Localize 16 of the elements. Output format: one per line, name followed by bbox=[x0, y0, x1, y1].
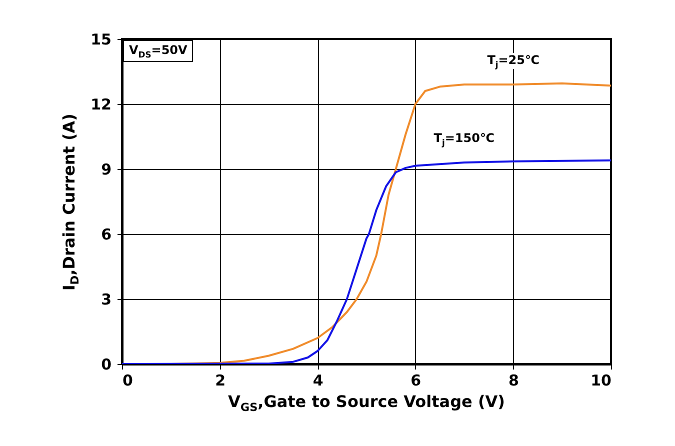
curve-label: T$_{j}$=150℃ bbox=[432, 130, 496, 147]
x-tick-label: 10 bbox=[590, 372, 612, 390]
y-tick-label: 12 bbox=[90, 96, 112, 114]
y-tick-label: 3 bbox=[101, 290, 112, 308]
y-tick-label: 0 bbox=[101, 356, 112, 374]
curve-label: T$_{j}$=25℃ bbox=[485, 52, 542, 69]
x-tick-label: 0 bbox=[122, 372, 133, 390]
x-axis-title: V$_{GS}$,Gate to Source Voltage (V) bbox=[228, 392, 505, 414]
x-tick-label: 4 bbox=[312, 372, 324, 390]
y-tick-label: 6 bbox=[101, 226, 112, 244]
x-tick-label: 6 bbox=[410, 372, 422, 390]
condition-label: V$_{DS}$=50V bbox=[123, 40, 194, 62]
x-tick-label: 2 bbox=[215, 372, 226, 390]
y-tick-label: 9 bbox=[101, 160, 112, 178]
x-tick-label: 8 bbox=[508, 372, 519, 390]
y-tick-label: 15 bbox=[90, 30, 112, 48]
